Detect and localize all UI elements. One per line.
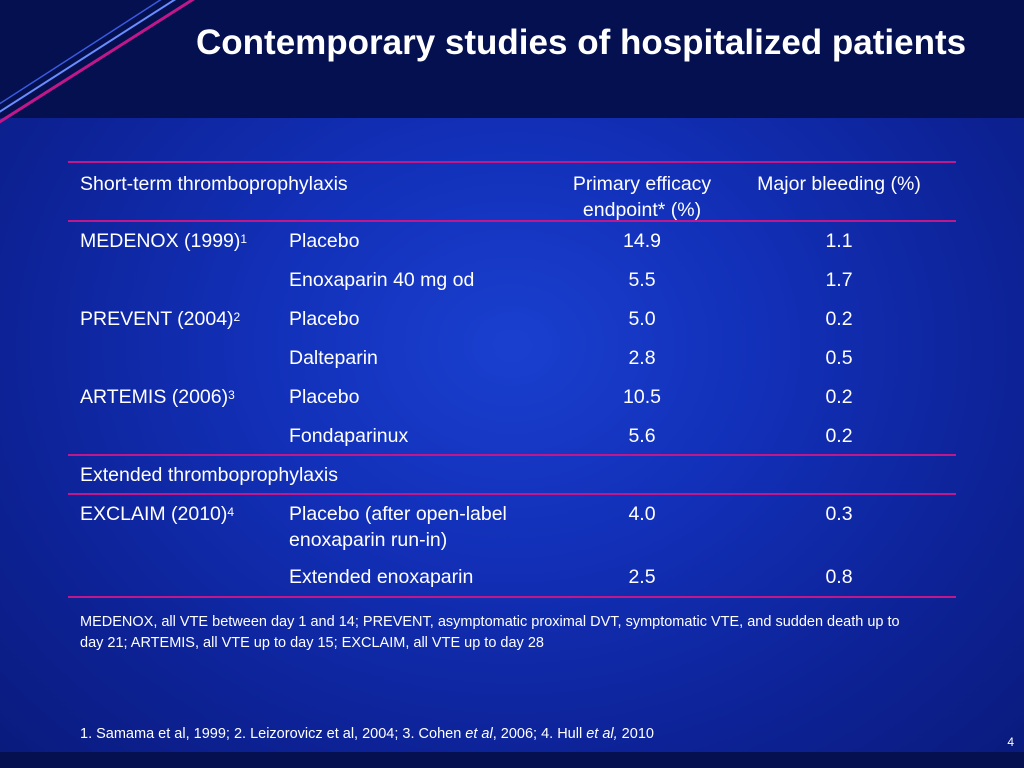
efficacy-footnote: MEDENOX, all VTE between day 1 and 14; P… <box>80 614 900 651</box>
efficacy-cell: 14.9 <box>623 230 661 252</box>
table-rule <box>68 596 956 598</box>
header-bleeding: Major bleeding (%) <box>757 173 921 195</box>
studies-table: Short-term thromboprophylaxis Primary ef… <box>68 161 956 598</box>
treatment-cell: Placebo (after open-label enoxaparin run… <box>289 503 507 551</box>
study-cell: MEDENOX (1999)1 <box>68 228 289 254</box>
treatment-cell: Extended enoxaparin <box>289 566 474 588</box>
study-name: EXCLAIM (2010) <box>80 503 228 525</box>
study-ref: 1 <box>240 232 248 246</box>
study-ref: 4 <box>227 505 235 519</box>
efficacy-cell: 10.5 <box>623 386 661 408</box>
study-cell: ARTEMIS (2006)3 <box>68 384 289 410</box>
treatment-cell: Fondaparinux <box>289 425 409 447</box>
table-rule <box>68 493 956 495</box>
study-ref: 2 <box>233 310 241 324</box>
efficacy-cell: 4.0 <box>628 503 656 525</box>
bleeding-cell: 0.8 <box>825 566 853 588</box>
study-name: MEDENOX (1999) <box>80 230 241 252</box>
table-row: MEDENOX (1999)1 Placebo 14.9 1.1 <box>68 222 956 261</box>
table-row: EXCLAIM (2010)4 Placebo (after open-labe… <box>68 495 956 558</box>
table-row: Dalteparin 2.8 0.5 <box>68 339 956 378</box>
table-rule <box>68 454 956 456</box>
reference-text: 2010 <box>617 726 654 742</box>
header-efficacy: Primary efficacy endpoint* (%) <box>572 173 712 221</box>
table-row: ARTEMIS (2006)3 Placebo 10.5 0.2 <box>68 378 956 417</box>
efficacy-cell: 5.5 <box>628 269 656 291</box>
page-number: 4 <box>1007 735 1014 749</box>
header-short-term: Short-term thromboprophylaxis <box>80 173 348 195</box>
table-row: Fondaparinux 5.6 0.2 <box>68 417 956 454</box>
treatment-cell: Enoxaparin 40 mg od <box>289 269 475 291</box>
slide-title: Contemporary studies of hospitalized pat… <box>196 23 967 62</box>
reference-text: , 2006; 4. Hull <box>492 726 587 742</box>
bleeding-cell: 0.2 <box>825 425 853 447</box>
bleeding-cell: 1.7 <box>825 269 853 291</box>
table-row: Enoxaparin 40 mg od 5.5 1.7 <box>68 261 956 300</box>
treatment-cell: Placebo <box>289 308 360 330</box>
study-name: PREVENT (2004) <box>80 308 234 330</box>
study-name: ARTEMIS (2006) <box>80 386 229 408</box>
bleeding-cell: 0.3 <box>825 503 853 525</box>
reference-etal: et al, <box>586 726 618 742</box>
study-cell: PREVENT (2004)2 <box>68 306 289 332</box>
efficacy-cell: 5.0 <box>628 308 656 330</box>
treatment-cell: Placebo <box>289 230 360 252</box>
table-header-row: Short-term thromboprophylaxis Primary ef… <box>68 163 956 221</box>
bleeding-cell: 0.2 <box>825 308 853 330</box>
efficacy-cell: 5.6 <box>628 425 656 447</box>
table-rule <box>68 161 956 163</box>
table-row: PREVENT (2004)2 Placebo 5.0 0.2 <box>68 300 956 339</box>
reference-text: 1. Samama et al, 1999; 2. Leizorovicz et… <box>80 726 466 742</box>
header-band <box>0 0 1024 118</box>
efficacy-cell: 2.5 <box>628 566 656 588</box>
table-rule <box>68 220 956 222</box>
table-row: Extended enoxaparin 2.5 0.8 <box>68 558 956 596</box>
bleeding-cell: 0.2 <box>825 386 853 408</box>
decorative-swoosh <box>0 0 195 124</box>
treatment-cell: Dalteparin <box>289 347 378 369</box>
study-cell: EXCLAIM (2010)4 <box>68 501 289 527</box>
treatment-cell: Placebo <box>289 386 360 408</box>
footer-band <box>0 752 1024 768</box>
section-extended: Extended thromboprophylaxis <box>80 464 338 486</box>
bleeding-cell: 1.1 <box>825 230 853 252</box>
reference-etal: et al <box>465 726 493 742</box>
references: 1. Samama et al, 1999; 2. Leizorovicz et… <box>80 724 920 744</box>
study-ref: 3 <box>228 388 235 402</box>
efficacy-cell: 2.8 <box>628 347 656 369</box>
bleeding-cell: 0.5 <box>825 347 853 369</box>
